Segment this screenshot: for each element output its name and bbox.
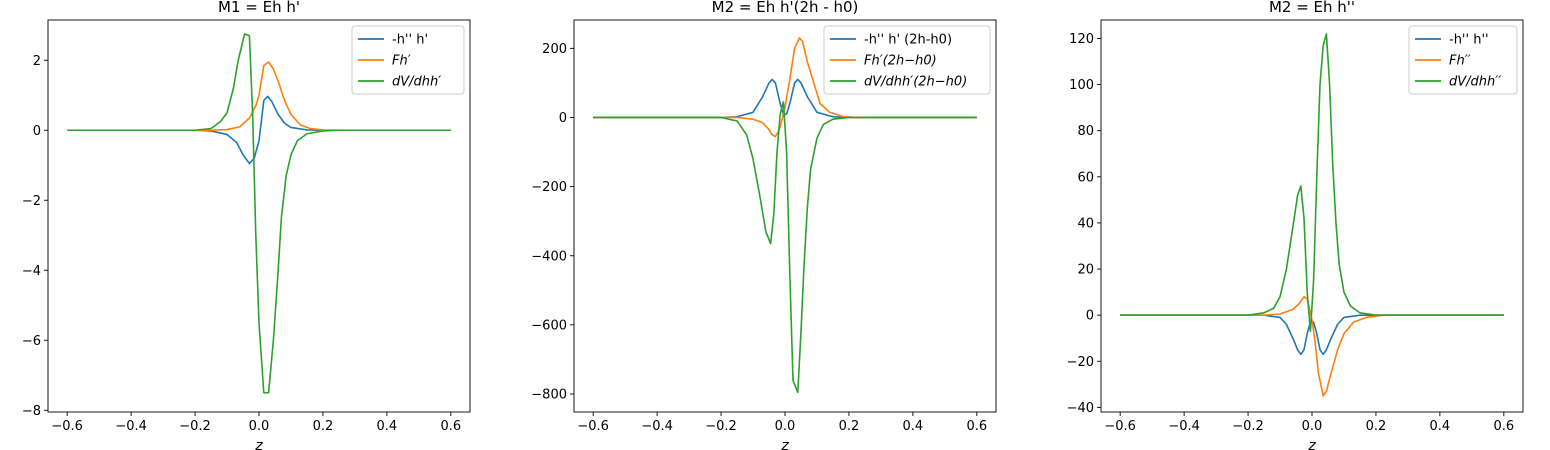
x-tick-label: 0.4 [903, 419, 924, 434]
x-tick-label: 0.4 [377, 419, 398, 434]
x-axis-label: z [254, 438, 263, 450]
x-tick-label: 0.6 [440, 419, 461, 434]
x-tick-label: 0.2 [1366, 419, 1387, 434]
series-line-1 [67, 95, 451, 165]
y-tick-label: 40 [1077, 216, 1094, 231]
x-tick-label: −0.6 [51, 419, 83, 434]
y-tick-label: −600 [531, 318, 567, 333]
legend-entry: dV/dhh′′ [1449, 75, 1501, 90]
x-tick-label: 0.0 [249, 419, 270, 434]
y-tick-label: −200 [531, 180, 567, 195]
legend-entry: -h'' h' (2h-h0) [864, 33, 952, 48]
chart-panel-3: −0.6 −0.4 −0.2 0.0 0.2 0.4 0.6 −40 −20 0 20 40 60 80 1… [1067, 0, 1524, 450]
y-tick-label: −2 [22, 194, 41, 209]
y-tick-label: −40 [1067, 401, 1094, 416]
y-tick-label: −8 [22, 404, 41, 419]
legend-entry: dV/dhh′ [392, 75, 441, 90]
y-tick-label: 80 [1077, 124, 1094, 139]
plot-area [593, 37, 977, 394]
x-tick-label: −0.2 [705, 419, 737, 434]
x-tick-label: −0.4 [1168, 419, 1200, 434]
y-tick-label: 120 [1069, 32, 1094, 47]
chart-panel-2: −0.6 −0.4 −0.2 0.0 0.2 0.4 0.6 −800 −600 −400 −200… [531, 0, 997, 450]
x-tick-label: 0.0 [1302, 419, 1323, 434]
x-tick-label: 0.4 [1430, 419, 1451, 434]
legend: -h'' h'' Fh′′ dV/dhh′′ [1408, 25, 1518, 95]
legend-entry: Fh′′ [1449, 54, 1471, 69]
legend-box [1408, 25, 1518, 95]
x-tick-label: 0.2 [313, 419, 334, 434]
y-tick-label: −20 [1067, 355, 1094, 370]
y-tick-label: 0 [1086, 309, 1094, 324]
legend-entry: -h'' h' [392, 33, 428, 48]
series-line-3 [593, 101, 977, 394]
x-tick-label: −0.6 [1104, 419, 1136, 434]
chart-title: M2 = Eh h'' [1269, 0, 1355, 16]
legend: -h'' h' (2h-h0) Fh′(2h−h0) dV/dhh′(2h−h0) [823, 25, 991, 95]
series-line-1 [593, 78, 977, 119]
plot-area [1120, 33, 1504, 397]
legend-box [823, 25, 991, 95]
legend-entry: dV/dhh′(2h−h0) [864, 75, 967, 90]
chart-title: M2 = Eh h'(2h - h0) [712, 0, 859, 16]
x-tick-label: −0.2 [1232, 419, 1264, 434]
y-tick-label: 0 [559, 111, 567, 126]
y-tick-label: 0 [33, 124, 41, 139]
chart-panel-1: −0.6 −0.4 −0.2 0.0 0.2 0.4 0.6 −8 −6 −4 −2 0 2 M1 = E… [22, 0, 471, 450]
x-tick-label: 0.6 [1493, 419, 1514, 434]
x-tick-label: 0.0 [775, 419, 796, 434]
legend-entry: -h'' h'' [1449, 33, 1489, 48]
y-tick-label: −4 [22, 264, 41, 279]
y-tick-label: −6 [22, 334, 41, 349]
series-line-2 [1120, 295, 1504, 397]
x-tick-label: −0.6 [577, 419, 609, 434]
y-tick-label: 60 [1077, 170, 1094, 185]
y-tick-label: 2 [33, 54, 41, 69]
series-line-3 [67, 33, 451, 394]
y-tick-label: −400 [531, 249, 567, 264]
y-tick-label: 200 [542, 42, 567, 57]
legend-box [351, 25, 465, 95]
x-tick-label: 0.6 [966, 419, 987, 434]
x-tick-label: −0.4 [115, 419, 147, 434]
legend-entry: Fh′ [392, 54, 411, 69]
x-tick-label: −0.2 [179, 419, 211, 434]
chart-title: M1 = Eh h' [218, 0, 300, 16]
series-line-2 [67, 61, 451, 132]
plot-area [67, 33, 451, 394]
y-tick-label: −800 [531, 388, 567, 403]
x-axis-label: z [780, 438, 789, 450]
x-tick-label: −0.4 [641, 419, 673, 434]
x-axis-label: z [1307, 438, 1316, 450]
series-line-2 [593, 37, 977, 138]
y-tick-label: 20 [1077, 263, 1094, 278]
y-tick-label: 100 [1069, 78, 1094, 93]
legend-entry: Fh′(2h−h0) [864, 54, 937, 69]
legend: -h'' h' Fh′ dV/dhh′ [351, 25, 465, 95]
x-tick-label: 0.2 [839, 419, 860, 434]
series-line-3 [1120, 33, 1504, 333]
